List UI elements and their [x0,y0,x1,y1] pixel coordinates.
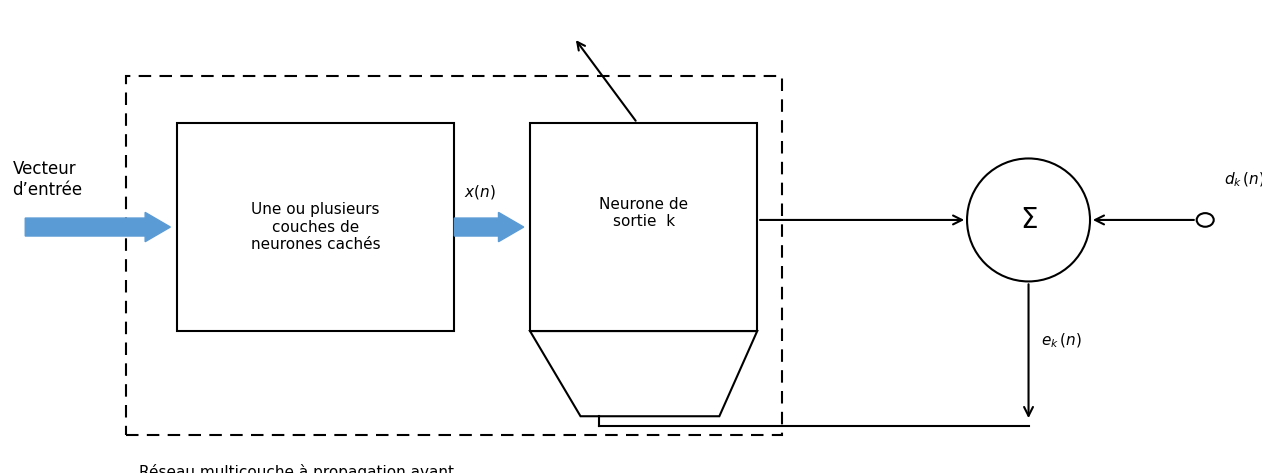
Text: Σ: Σ [1020,206,1037,234]
Bar [530,123,757,331]
Text: $d_k\,(n)$: $d_k\,(n)$ [1224,171,1262,189]
FancyArrow shape [454,212,524,242]
Bar [177,123,454,331]
Text: Une ou plusieurs
couches de
neurones cachés: Une ou plusieurs couches de neurones cac… [251,202,380,252]
Text: Réseau multicouche à propagation avant: Réseau multicouche à propagation avant [139,464,454,473]
Bar [126,76,782,435]
Polygon shape [530,331,757,416]
Text: Vecteur
d’entrée: Vecteur d’entrée [13,160,83,199]
FancyArrow shape [25,212,170,242]
Ellipse shape [1196,213,1214,227]
Text: Neurone de
sortie  k: Neurone de sortie k [599,197,688,229]
Text: $x(n)$: $x(n)$ [463,183,496,201]
Text: $e_k\,(n)$: $e_k\,(n)$ [1041,332,1082,350]
Ellipse shape [967,158,1090,281]
